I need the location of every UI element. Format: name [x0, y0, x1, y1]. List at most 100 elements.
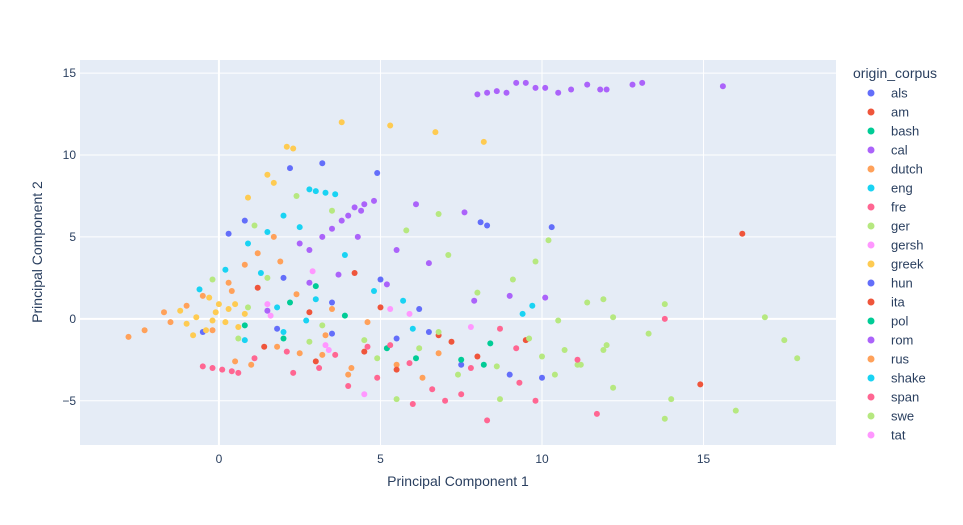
data-point[interactable] [296, 224, 303, 231]
data-point[interactable] [371, 288, 377, 294]
data-point[interactable] [461, 209, 468, 216]
data-point[interactable] [251, 222, 258, 229]
data-point[interactable] [235, 369, 242, 376]
data-point[interactable] [406, 360, 413, 367]
data-point[interactable] [364, 319, 371, 326]
data-point[interactable] [222, 266, 229, 273]
data-point[interactable] [561, 347, 568, 353]
data-point[interactable] [338, 217, 345, 224]
data-point[interactable] [484, 417, 491, 424]
data-point[interactable] [522, 79, 529, 86]
data-point[interactable] [270, 179, 277, 186]
data-point[interactable] [393, 366, 400, 373]
series-bash[interactable] [241, 283, 487, 368]
data-point[interactable] [219, 366, 226, 373]
data-point[interactable] [203, 327, 209, 334]
data-point[interactable] [232, 358, 239, 365]
data-point[interactable] [377, 304, 384, 311]
data-point[interactable] [351, 270, 358, 276]
series-rus[interactable] [141, 258, 426, 381]
data-point[interactable] [264, 274, 271, 281]
data-point[interactable] [539, 353, 545, 360]
data-point[interactable] [577, 361, 584, 368]
series-pol[interactable] [287, 299, 494, 362]
data-point[interactable] [277, 258, 284, 265]
data-point[interactable] [196, 286, 203, 293]
legend-item-bash[interactable]: bash [867, 124, 920, 139]
data-point[interactable] [241, 337, 248, 344]
data-point[interactable] [371, 197, 377, 204]
data-point[interactable] [312, 296, 319, 303]
data-point[interactable] [467, 324, 474, 330]
data-point[interactable] [212, 309, 219, 316]
data-points[interactable] [125, 79, 801, 424]
legend[interactable]: origin_corpus als am bash cal dutch eng fre ger… [853, 65, 937, 443]
data-point[interactable] [719, 83, 726, 90]
data-point[interactable] [732, 407, 739, 414]
data-point[interactable] [306, 279, 313, 286]
data-point[interactable] [555, 89, 562, 96]
data-point[interactable] [387, 306, 394, 312]
data-point[interactable] [312, 283, 319, 290]
data-point[interactable] [290, 145, 297, 152]
data-point[interactable] [584, 299, 591, 306]
data-point[interactable] [419, 374, 426, 381]
data-point[interactable] [477, 219, 484, 226]
data-point[interactable] [600, 296, 607, 303]
data-point[interactable] [329, 306, 335, 312]
data-point[interactable] [225, 306, 232, 312]
series-gersh[interactable] [264, 301, 474, 398]
data-point[interactable] [225, 230, 232, 237]
legend-item-dutch[interactable]: dutch [867, 162, 923, 177]
data-point[interactable] [403, 227, 410, 234]
data-point[interactable] [425, 329, 432, 335]
data-point[interactable] [409, 325, 416, 332]
data-point[interactable] [610, 314, 617, 321]
data-point[interactable] [183, 320, 190, 327]
legend-item-eng[interactable]: eng [867, 181, 913, 196]
series-cal[interactable] [264, 79, 726, 314]
data-point[interactable] [497, 396, 503, 403]
data-point[interactable] [209, 327, 216, 334]
data-point[interactable] [228, 368, 235, 375]
data-point[interactable] [471, 297, 478, 304]
data-point[interactable] [668, 396, 675, 403]
data-point[interactable] [261, 343, 268, 350]
data-point[interactable] [639, 79, 646, 86]
data-point[interactable] [125, 333, 132, 340]
series-rom[interactable] [296, 233, 549, 304]
data-point[interactable] [225, 279, 232, 286]
data-point[interactable] [280, 212, 287, 219]
data-point[interactable] [257, 270, 264, 276]
legend-item-fre[interactable]: fre [867, 200, 907, 215]
data-point[interactable] [209, 317, 216, 324]
series-span[interactable] [283, 325, 581, 398]
data-point[interactable] [199, 292, 206, 299]
series-fre[interactable] [199, 315, 668, 424]
data-point[interactable] [141, 327, 148, 334]
data-point[interactable] [235, 335, 242, 342]
legend-item-ger[interactable]: ger [867, 219, 911, 234]
data-point[interactable] [167, 319, 174, 326]
data-point[interactable] [222, 319, 229, 326]
data-point[interactable] [532, 258, 539, 265]
data-point[interactable] [487, 340, 494, 347]
data-point[interactable] [361, 391, 368, 398]
data-point[interactable] [474, 289, 481, 296]
data-point[interactable] [319, 233, 326, 240]
data-point[interactable] [309, 268, 316, 275]
data-point[interactable] [761, 314, 768, 321]
data-point[interactable] [445, 252, 452, 258]
data-point[interactable] [425, 260, 432, 267]
data-point[interactable] [264, 229, 271, 235]
data-point[interactable] [406, 310, 413, 317]
data-point[interactable] [645, 330, 652, 337]
legend-item-tat[interactable]: tat [867, 428, 906, 443]
data-point[interactable] [241, 322, 248, 329]
legend-item-pol[interactable]: pol [867, 314, 909, 329]
data-point[interactable] [306, 186, 313, 193]
data-point[interactable] [435, 329, 442, 335]
legend-item-cal[interactable]: cal [867, 143, 908, 158]
data-point[interactable] [513, 345, 520, 352]
data-point[interactable] [345, 383, 352, 389]
